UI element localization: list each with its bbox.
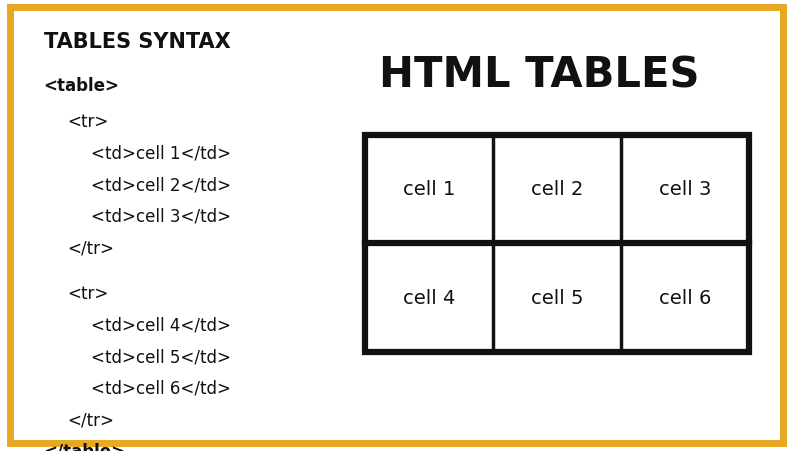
Text: <td>cell 2</td>: <td>cell 2</td>	[91, 176, 232, 194]
Text: </tr>: </tr>	[67, 239, 114, 257]
Text: </tr>: </tr>	[67, 410, 114, 428]
Text: cell 4: cell 4	[403, 288, 455, 307]
Text: HTML TABLES: HTML TABLES	[379, 54, 699, 96]
Text: <td>cell 3</td>: <td>cell 3</td>	[91, 207, 232, 226]
Text: cell 2: cell 2	[531, 180, 584, 199]
Bar	[365, 135, 749, 352]
Text: <tr>: <tr>	[67, 284, 109, 302]
Text: <tr>: <tr>	[67, 113, 109, 131]
Text: cell 6: cell 6	[659, 288, 711, 307]
Text: TABLES SYNTAX: TABLES SYNTAX	[44, 32, 230, 51]
Text: cell 5: cell 5	[531, 288, 584, 307]
Text: <td>cell 5</td>: <td>cell 5</td>	[91, 347, 232, 365]
Text: cell 3: cell 3	[659, 180, 711, 199]
Text: <table>: <table>	[44, 77, 120, 95]
Text: <td>cell 1</td>: <td>cell 1</td>	[91, 144, 232, 162]
Text: <td>cell 4</td>: <td>cell 4</td>	[91, 316, 232, 334]
Text: </table>: </table>	[44, 442, 126, 451]
Text: <td>cell 6</td>: <td>cell 6</td>	[91, 379, 232, 397]
Text: cell 1: cell 1	[403, 180, 455, 199]
